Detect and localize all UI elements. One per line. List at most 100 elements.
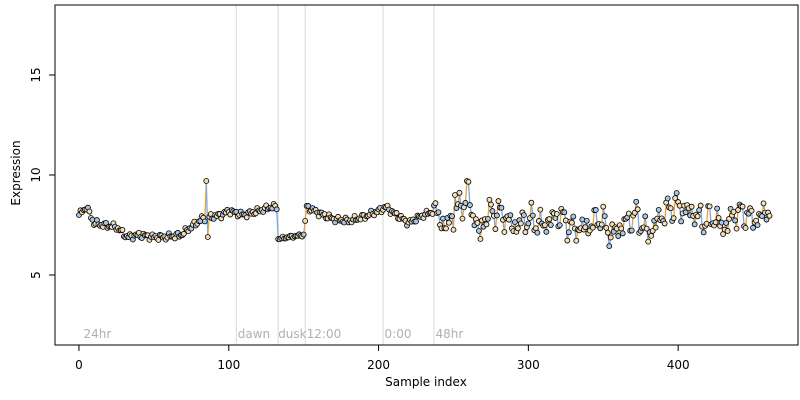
data-point [543,228,550,235]
data-point [601,213,608,219]
phase-labels: 24hr dawn dusk 12:00 0:00 48hr [83,327,463,341]
data-point [495,198,502,204]
data-point [592,207,599,213]
data-point [750,224,756,231]
data-point [501,229,508,235]
data-point [393,210,400,216]
data-point [546,216,553,222]
data-point [553,211,560,217]
data-point [529,212,536,219]
data-point [547,222,554,228]
data-point [565,229,572,236]
data-point [628,227,635,234]
data-point [670,215,677,222]
data-point [633,198,640,205]
data-point [619,230,626,237]
data-point [467,202,473,208]
data-point [477,236,484,242]
data-point [600,203,607,210]
x-tick-label: 100 [217,358,240,372]
data-point [603,224,610,231]
data-point [203,178,210,184]
data-point [525,220,532,227]
data-point [598,221,605,228]
x-tick-label: 300 [517,358,540,372]
phase-label: 48hr [435,327,463,341]
data-point [724,228,731,234]
data-point [556,222,563,229]
data-point [243,214,250,221]
data-point [652,224,659,231]
series-segment [276,209,279,240]
x-axis: 0 100 200 300 400 [75,344,690,372]
data-point [570,213,577,220]
data-point [664,195,671,202]
data-point [507,212,514,219]
data-point [667,205,674,212]
data-point [733,225,740,232]
data-point [583,217,590,224]
data-point [748,207,755,214]
data-point [452,192,458,198]
series-segment [464,180,468,203]
data-point [688,203,695,210]
data-point [712,219,719,226]
phase-label: 24hr [83,327,111,341]
data-point [715,215,722,221]
data-point [119,227,126,233]
data-point [697,202,704,209]
data-point [661,220,668,227]
data-point [537,206,544,213]
data-point [615,233,622,239]
series-segment [705,206,709,224]
data-point [86,208,93,215]
data-point [700,229,707,236]
data-point [589,224,596,231]
data-point [754,222,761,228]
data-point [643,225,650,232]
data-point [735,207,741,213]
data-point [520,212,527,219]
data-point [155,237,162,243]
x-tick-label: 400 [667,358,690,372]
data-point [732,217,738,224]
data-point [492,226,499,232]
data-point [432,200,439,207]
data-point [648,232,655,239]
y-tick-label: 15 [29,67,43,82]
series-segment [452,194,456,230]
data-point [486,196,493,203]
data-point [305,203,312,209]
data-point [645,238,652,245]
data-point [435,209,442,216]
x-tick-label: 200 [367,358,390,372]
data-point [273,206,280,213]
y-tick-label: 5 [29,271,43,279]
data-point [489,208,496,214]
data-point [462,200,469,206]
data-point [642,213,649,220]
data-point [573,237,580,244]
data-point [456,189,463,196]
data-point [485,216,491,222]
x-tick-label: 0 [75,358,83,372]
data-point [103,219,109,226]
data-point [564,237,571,244]
data-point [474,220,481,226]
data-point [534,229,541,236]
data-point [483,221,490,228]
data-point [517,220,524,227]
data-point [498,204,505,211]
data-point [443,225,449,232]
data-point [607,234,614,241]
series-segment [741,206,745,227]
plot-frame [54,4,799,346]
data-point [706,203,713,210]
y-tick-label: 10 [29,167,43,182]
data-point [561,209,568,216]
x-axis-label: Sample index [385,375,467,389]
data-point [541,222,548,229]
data-point [763,216,770,223]
y-axis: 5 10 15 [29,67,55,279]
data-point [488,201,494,208]
